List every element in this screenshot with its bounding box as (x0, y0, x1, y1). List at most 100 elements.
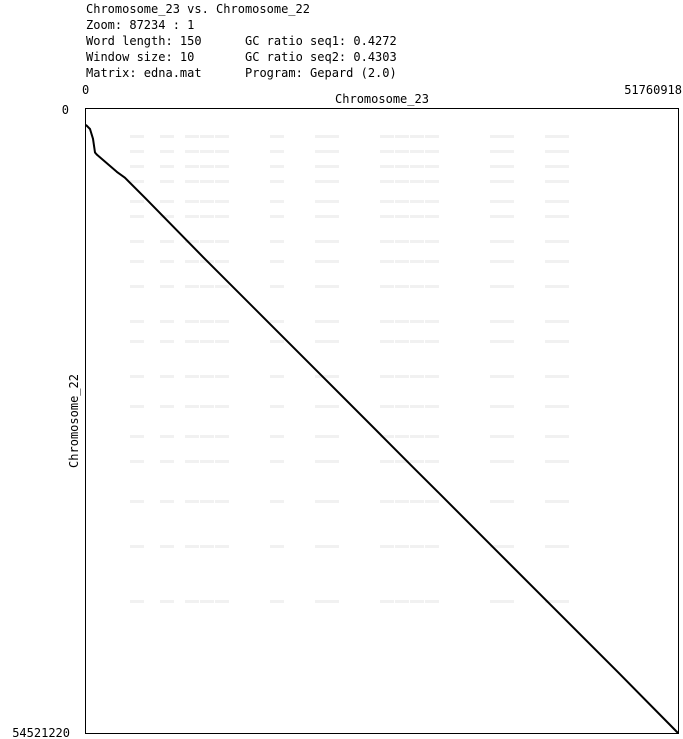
faint-dot-cluster (130, 215, 144, 218)
faint-dot-cluster (555, 150, 569, 153)
word-length-info: Word length: 150 (86, 34, 202, 48)
faint-dot-cluster (325, 320, 339, 323)
alignment-point (124, 176, 126, 179)
faint-dot-cluster (555, 405, 569, 408)
faint-dot-cluster (315, 500, 329, 503)
faint-dot-cluster (315, 135, 329, 138)
alignment-point (439, 493, 442, 496)
faint-dot-cluster (130, 165, 144, 168)
faint-dot-cluster (130, 135, 144, 138)
faint-dot-cluster (200, 435, 214, 438)
faint-dot-cluster (490, 600, 504, 603)
faint-dot-cluster (545, 150, 559, 153)
faint-dot-cluster (270, 165, 284, 168)
faint-dot-cluster (270, 150, 284, 153)
faint-dot-cluster (500, 165, 514, 168)
faint-dot-cluster (410, 165, 424, 168)
faint-dot-cluster (395, 200, 409, 203)
faint-dot-cluster (200, 150, 214, 153)
faint-dot-cluster (555, 375, 569, 378)
faint-dot-cluster (410, 260, 424, 263)
faint-dot-cluster (325, 215, 339, 218)
faint-dot-cluster (395, 320, 409, 323)
faint-dot-cluster (395, 135, 409, 138)
faint-dot-cluster (380, 435, 394, 438)
faint-dot-cluster (270, 180, 284, 183)
faint-dot-cluster (215, 500, 229, 503)
faint-dot-cluster (160, 500, 174, 503)
faint-dot-cluster (215, 340, 229, 343)
faint-dot-cluster (555, 545, 569, 548)
faint-dot-cluster (160, 435, 174, 438)
faint-dot-cluster (130, 545, 144, 548)
faint-dot-cluster (160, 320, 174, 323)
faint-dot-cluster (500, 285, 514, 288)
alignment-point (262, 316, 265, 319)
faint-dot-cluster (185, 180, 199, 183)
faint-dot-cluster (395, 435, 409, 438)
faint-dot-cluster (545, 135, 559, 138)
faint-dot-cluster (325, 150, 339, 153)
faint-dot-cluster (410, 435, 424, 438)
faint-dot-cluster (160, 600, 174, 603)
faint-dot-cluster (555, 180, 569, 183)
faint-dot-cluster (490, 200, 504, 203)
faint-dot-cluster (410, 500, 424, 503)
faint-dot-cluster (545, 320, 559, 323)
faint-dot-cluster (490, 375, 504, 378)
faint-dot-cluster (215, 240, 229, 243)
faint-dot-cluster (160, 180, 174, 183)
faint-dot-cluster (185, 150, 199, 153)
faint-dot-cluster (325, 375, 339, 378)
faint-dot-cluster (395, 285, 409, 288)
faint-dot-cluster (160, 150, 174, 153)
faint-dot-cluster (395, 405, 409, 408)
faint-dot-cluster (130, 500, 144, 503)
faint-dot-cluster (500, 460, 514, 463)
faint-dot-cluster (270, 260, 284, 263)
faint-dot-cluster (500, 150, 514, 153)
faint-dot-cluster (325, 545, 339, 548)
faint-dot-cluster (160, 405, 174, 408)
faint-dot-cluster (160, 260, 174, 263)
faint-dot-cluster (315, 405, 329, 408)
faint-dot-cluster (425, 150, 439, 153)
faint-dot-cluster (325, 260, 339, 263)
faint-dot-cluster (160, 240, 174, 243)
y-tick-label-end: 54521220 (12, 726, 70, 739)
y-axis-label: Chromosome_22 (67, 374, 81, 468)
faint-dot-cluster (380, 200, 394, 203)
faint-dot-cluster (130, 340, 144, 343)
faint-dot-cluster (315, 545, 329, 548)
faint-dot-cluster (500, 435, 514, 438)
faint-dot-cluster (555, 135, 569, 138)
faint-dot-cluster (555, 260, 569, 263)
faint-dot-cluster (425, 240, 439, 243)
faint-dot-cluster (325, 165, 339, 168)
faint-dot-cluster (160, 460, 174, 463)
faint-dot-cluster (215, 135, 229, 138)
faint-dot-cluster (200, 545, 214, 548)
faint-dot-cluster (410, 150, 424, 153)
faint-dot-cluster (130, 460, 144, 463)
faint-dot-cluster (545, 375, 559, 378)
y-tick-label-start: 0 (62, 103, 69, 117)
faint-dot-cluster (130, 405, 144, 408)
alignment-point (92, 138, 94, 140)
faint-dot-cluster (545, 405, 559, 408)
faint-dot-cluster (185, 600, 199, 603)
faint-dot-cluster (185, 215, 199, 218)
faint-dot-cluster (130, 435, 144, 438)
faint-dot-cluster (315, 200, 329, 203)
faint-dot-cluster (490, 435, 504, 438)
faint-dot-cluster (270, 215, 284, 218)
faint-dot-cluster (215, 600, 229, 603)
faint-dot-cluster (500, 340, 514, 343)
alignment-point (203, 257, 205, 259)
faint-dot-cluster (490, 500, 504, 503)
faint-dot-cluster (325, 240, 339, 243)
alignment-point (499, 553, 501, 555)
faint-dot-cluster (490, 150, 504, 153)
faint-dot-cluster (490, 260, 504, 263)
